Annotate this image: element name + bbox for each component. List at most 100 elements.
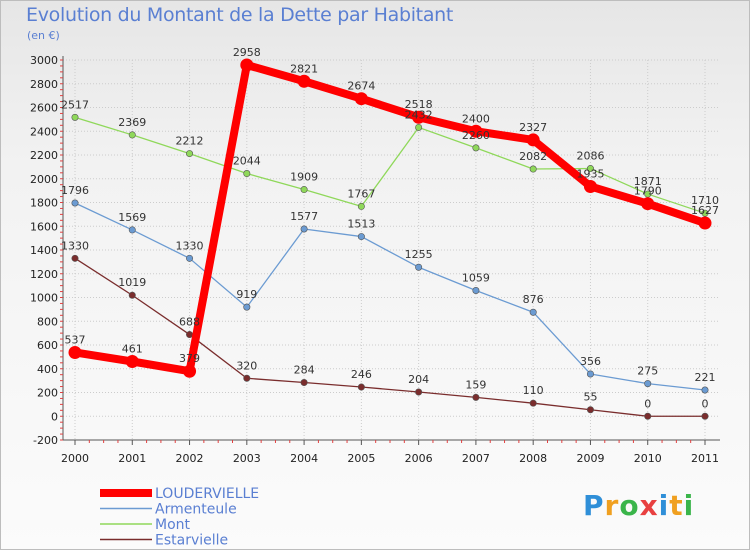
data-point-estarvielle: [128, 291, 136, 299]
logo-letter: i: [658, 489, 670, 522]
data-label-loudervielle: 1790: [634, 185, 662, 198]
data-label-estarvielle: 688: [179, 316, 200, 329]
data-label-mont: 2432: [405, 108, 433, 121]
data-label-estarvielle: 246: [351, 368, 372, 381]
y-tick-label: 1000: [30, 292, 58, 305]
chart-unit-label: (en €): [27, 29, 60, 42]
data-label-armenteule: 1577: [290, 210, 318, 223]
proxiti-logo: Proxiti: [583, 489, 694, 522]
legend-label-armenteule: Armenteule: [155, 502, 237, 518]
data-point-mont: [586, 165, 594, 173]
data-label-mont: 2044: [233, 155, 261, 168]
data-point-estarvielle: [300, 379, 308, 387]
data-label-mont: 2260: [462, 129, 490, 142]
data-label-loudervielle: 2327: [519, 121, 547, 134]
y-tick-label: 600: [37, 339, 58, 352]
y-tick-label: 1800: [30, 197, 58, 210]
y-tick-label: 2000: [30, 173, 58, 186]
series-line-armenteule: [74, 202, 706, 391]
data-point-armenteule: [357, 233, 365, 241]
data-point-estarvielle: [586, 406, 594, 414]
x-tick-label: 2008: [519, 452, 547, 465]
chart-title: Evolution du Montant de la Dette par Hab…: [26, 4, 454, 26]
data-point-loudervielle: [354, 92, 368, 106]
x-tick-label: 2003: [233, 452, 261, 465]
data-label-estarvielle: 110: [523, 384, 544, 397]
data-label-estarvielle: 0: [702, 397, 709, 410]
logo-letter: i: [683, 489, 695, 522]
data-point-estarvielle: [357, 383, 365, 391]
data-label-armenteule: 1255: [405, 248, 433, 261]
data-label-armenteule: 1513: [347, 218, 375, 231]
data-point-loudervielle: [68, 345, 82, 359]
data-point-loudervielle: [412, 110, 426, 124]
y-tick-label: 400: [37, 363, 58, 376]
data-label-armenteule: 876: [523, 293, 544, 306]
data-label-loudervielle: 379: [179, 352, 200, 365]
y-tick-label: 2200: [30, 149, 58, 162]
data-label-estarvielle: 55: [583, 391, 597, 404]
data-label-mont: 2212: [176, 135, 204, 148]
x-tick-label: 2000: [61, 452, 89, 465]
data-point-estarvielle: [529, 399, 537, 407]
data-label-estarvielle: 1019: [118, 276, 146, 289]
logo-letter: o: [619, 489, 640, 522]
data-label-armenteule: 1330: [176, 239, 204, 252]
data-label-mont: 1871: [634, 175, 662, 188]
legend-label-estarvielle: Estarvielle: [155, 533, 228, 549]
data-point-mont: [243, 170, 251, 178]
x-tick-label: 2011: [691, 452, 719, 465]
logo-letter: x: [639, 489, 659, 522]
data-label-mont: 1909: [290, 171, 318, 184]
data-point-estarvielle: [71, 254, 79, 262]
data-label-armenteule: 1059: [462, 271, 490, 284]
data-point-armenteule: [644, 380, 652, 388]
x-tick-label: 2005: [347, 452, 375, 465]
logo-letter: P: [583, 489, 605, 522]
logo-letter: r: [604, 489, 620, 522]
data-label-armenteule: 919: [236, 288, 257, 301]
data-point-armenteule: [243, 303, 251, 311]
data-label-loudervielle: 1627: [691, 204, 719, 217]
y-tick-label: 2400: [30, 125, 58, 138]
data-label-mont: 2086: [576, 150, 604, 163]
data-point-mont: [128, 131, 136, 139]
x-tick-label: 2010: [634, 452, 662, 465]
data-label-estarvielle: 1330: [61, 239, 89, 252]
data-label-armenteule: 1796: [61, 184, 89, 197]
data-point-loudervielle: [183, 364, 197, 378]
data-point-estarvielle: [186, 331, 194, 339]
data-point-loudervielle: [641, 197, 655, 211]
x-tick-label: 2009: [576, 452, 604, 465]
data-point-loudervielle: [297, 74, 311, 88]
data-point-mont: [701, 209, 709, 217]
series-line-loudervielle: [74, 60, 707, 376]
data-point-armenteule: [415, 263, 423, 271]
data-label-loudervielle: 537: [65, 333, 86, 346]
data-point-armenteule: [71, 199, 79, 207]
y-tick-label: 800: [37, 315, 58, 328]
y-tick-label: 1200: [30, 268, 58, 281]
data-point-mont: [186, 150, 194, 158]
data-point-estarvielle: [415, 388, 423, 396]
data-label-loudervielle: 2400: [462, 112, 490, 125]
data-point-loudervielle: [125, 355, 139, 369]
data-point-estarvielle: [243, 374, 251, 382]
data-point-armenteule: [701, 386, 709, 394]
legend-label-loudervielle: LOUDERVIELLE: [155, 486, 259, 502]
data-label-mont: 2517: [61, 98, 89, 111]
data-point-loudervielle: [583, 179, 597, 193]
data-label-loudervielle: 461: [122, 343, 143, 356]
x-tick-label: 2004: [290, 452, 318, 465]
logo-letter: t: [669, 489, 684, 522]
data-point-loudervielle: [526, 133, 540, 147]
data-point-loudervielle: [698, 216, 712, 230]
data-label-estarvielle: 204: [408, 373, 429, 386]
data-point-mont: [357, 202, 365, 210]
data-label-estarvielle: 284: [294, 364, 315, 377]
data-point-loudervielle: [469, 124, 483, 138]
x-tick-label: 2002: [176, 452, 204, 465]
y-tick-label: 0: [51, 410, 58, 423]
data-point-armenteule: [472, 286, 480, 294]
